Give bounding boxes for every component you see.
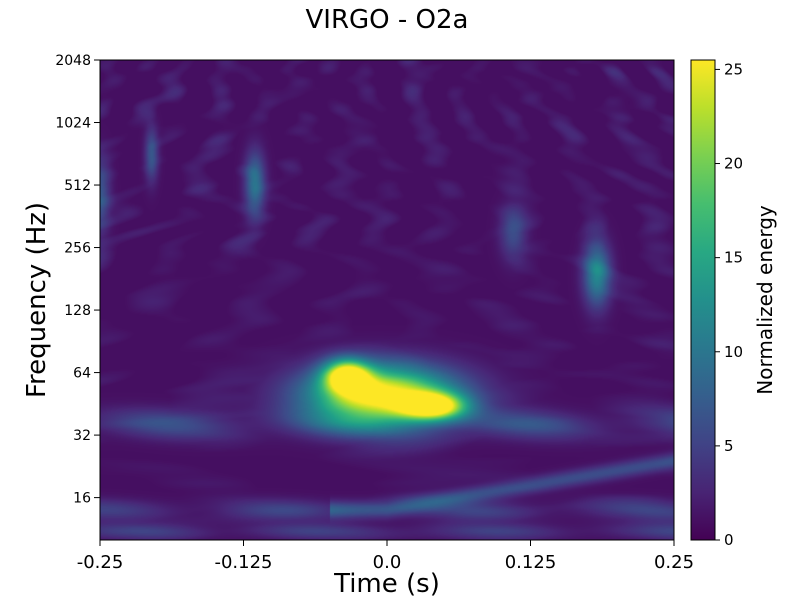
y-tick-label: 16 [73, 491, 91, 507]
y-tick-label: 256 [64, 241, 91, 257]
x-tick-label: 0.0 [373, 552, 402, 573]
colorbar-gradient [690, 59, 716, 541]
x-axis-ticks: -0.25 -0.125 0.0 0.125 0.25 [77, 540, 694, 573]
y-tick-label: 64 [73, 366, 91, 382]
y-tick-label: 32 [73, 428, 91, 444]
colorbar-ticks: 0 5 10 15 20 25 [715, 60, 743, 549]
y-tick-label: 2048 [55, 53, 91, 69]
x-tick-label: -0.25 [77, 552, 124, 573]
y-tick-label: 128 [64, 303, 91, 319]
chart-title: VIRGO - O2a [306, 5, 469, 35]
colorbar-tick-label: 0 [724, 531, 734, 549]
y-tick-label: 512 [64, 178, 91, 194]
plot-area [99, 59, 675, 541]
x-tick-label: 0.125 [505, 552, 557, 573]
x-tick-label: -0.125 [214, 552, 272, 573]
spectrogram-heatmap [100, 60, 674, 540]
x-tick-label: 0.25 [654, 552, 694, 573]
colorbar-tick-label: 20 [724, 155, 743, 173]
colorbar-tick-label: 10 [724, 343, 743, 361]
y-axis-label: Frequency (Hz) [22, 202, 52, 398]
colorbar-tick-label: 5 [724, 437, 734, 455]
colorbar-tick-label: 15 [724, 249, 743, 267]
x-axis-label: Time (s) [333, 569, 440, 599]
colorbar-tick-label: 25 [724, 60, 743, 78]
colorbar-label: Normalized energy [753, 205, 777, 395]
colorbar: 0 5 10 15 20 25 [690, 59, 743, 549]
y-tick-label: 1024 [55, 116, 91, 132]
y-axis-ticks: 16 32 64 128 256 512 1024 2048 [55, 53, 100, 507]
